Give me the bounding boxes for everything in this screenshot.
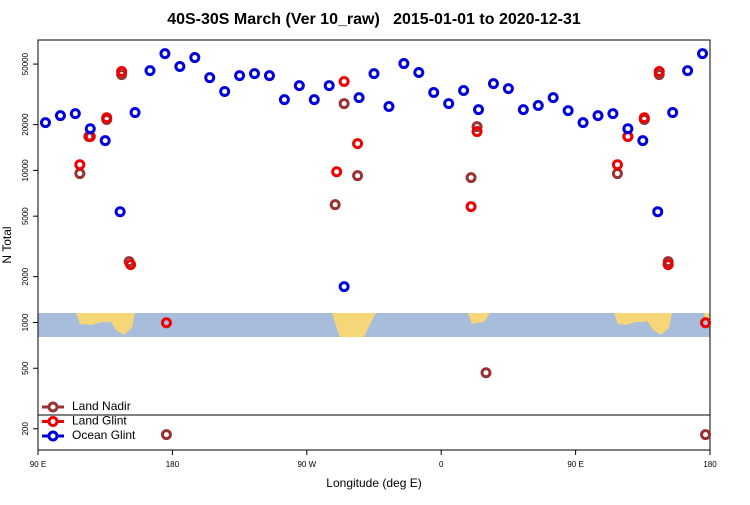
x-tick-label: 90 E [567,460,583,469]
point [682,65,694,77]
point [607,108,619,120]
legend-label: Ocean Glint [72,428,136,442]
point [517,104,529,116]
y-tick-label: 200 [21,422,30,436]
point [159,48,171,60]
point [638,112,650,124]
x-tick-label: 90 W [297,460,316,469]
point [562,105,574,117]
x-tick-label: 180 [703,460,717,469]
point [74,159,86,171]
y-tick-label: 20000 [21,113,30,136]
point [74,168,86,180]
point [697,48,709,60]
point [99,135,111,147]
point [465,172,477,184]
point [443,98,455,110]
point [480,367,492,379]
y-tick-label: 2000 [21,267,30,285]
y-axis-label: N Total [0,226,14,263]
point [577,117,589,129]
point [84,123,96,135]
point [293,80,305,92]
point [592,110,604,122]
point [611,168,623,180]
point [622,123,634,135]
point [473,104,485,116]
point [338,281,350,293]
chart-title: 40S-30S March (Ver 10_raw) 2015-01-01 to… [167,11,581,28]
point [101,112,113,124]
point [700,317,712,329]
point [144,65,156,77]
point [39,117,51,129]
y-tick-label: 500 [21,361,30,375]
point [160,317,172,329]
point [428,87,440,99]
point [383,101,395,113]
legend-marker [47,416,59,427]
point [471,126,483,138]
point [547,92,559,104]
point [338,76,350,88]
point [352,170,364,182]
point [189,52,201,64]
point [54,110,66,122]
point [458,85,470,97]
point [653,65,665,77]
point [204,72,216,84]
point [611,159,623,171]
point [219,86,231,98]
point [114,206,126,218]
point [125,259,137,271]
point [338,98,350,110]
point [116,65,128,77]
point [331,166,343,178]
point [308,94,320,106]
legend-marker [47,401,59,413]
point [413,67,425,79]
y-tick-label: 10000 [21,159,30,182]
y-tick-label: 1000 [21,313,30,331]
point [465,201,477,213]
plot-frame [37,39,711,451]
point [700,429,712,441]
legend-label: Land Nadir [72,399,131,413]
point [129,107,141,119]
point [487,78,499,90]
point [160,429,172,441]
point [532,100,544,112]
point [69,108,81,120]
point [471,121,483,133]
point [398,58,410,70]
x-axis-label: Longitude (deg E) [326,476,421,490]
point [353,92,365,104]
legend-marker [47,430,59,442]
map-strip [38,313,710,337]
point [662,259,674,271]
point [174,61,186,73]
point [502,83,514,95]
point [323,80,335,92]
x-tick-label: 0 [439,460,444,469]
point [249,68,261,80]
x-tick-label: 180 [166,460,180,469]
y-tick-label: 50000 [21,52,30,75]
point [329,199,341,211]
x-tick-label: 90 E [30,460,46,469]
point [368,68,380,80]
y-tick-label: 5000 [21,207,30,225]
point [278,94,290,106]
point [234,70,246,82]
point [637,135,649,147]
point [667,107,679,119]
point [652,206,664,218]
point [263,70,275,82]
point [352,138,364,150]
legend-label: Land Glint [72,414,127,428]
